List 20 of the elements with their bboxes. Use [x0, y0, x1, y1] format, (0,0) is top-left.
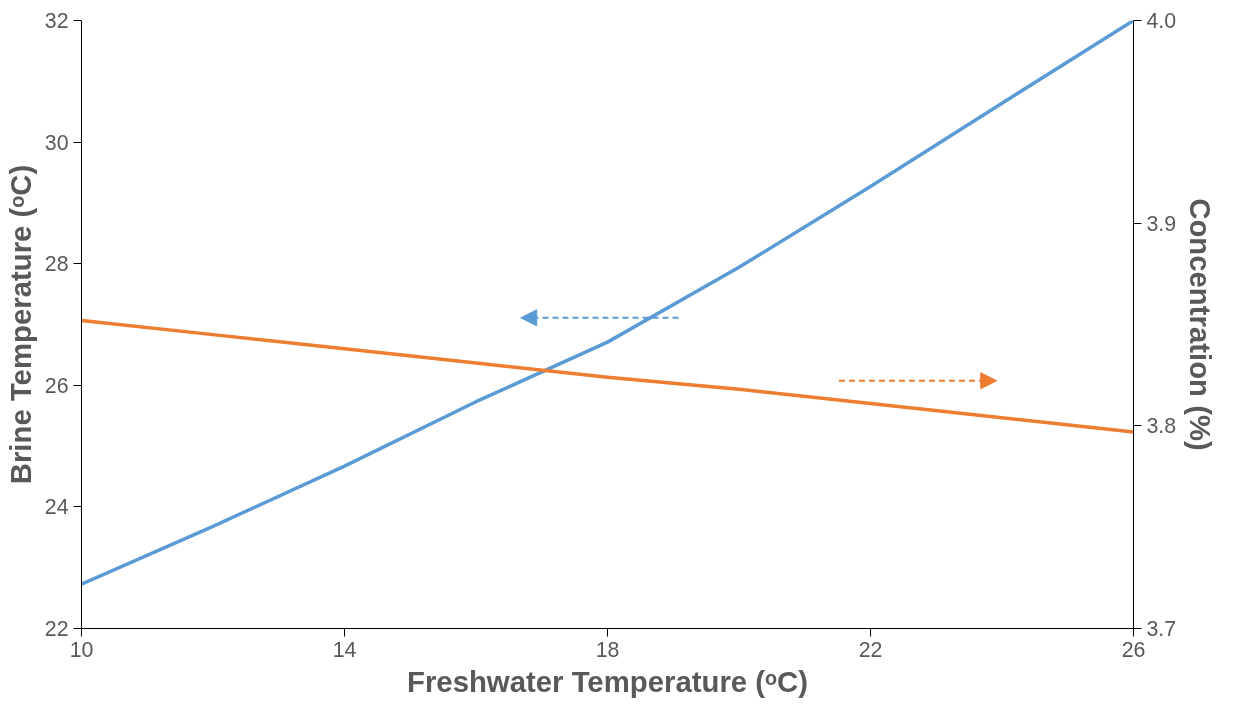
x-tick-label: 22 [858, 637, 883, 662]
x-tick-label: 10 [69, 637, 94, 662]
y2-axis-title: Concentration (%) [1184, 198, 1218, 451]
y-tick-label: 22 [44, 617, 69, 641]
line-series [81, 20, 1134, 586]
x-tick-label: 18 [595, 637, 620, 662]
y-tick-label: 28 [44, 252, 69, 277]
x-tick-label: 26 [1121, 637, 1146, 662]
x-axis-title: Freshwater Temperature (ᵒC) [407, 664, 808, 698]
y-axis-title: Brine Temperature (ᵒC) [3, 164, 37, 485]
y-tick-label: 32 [44, 9, 69, 33]
y2-tick-label: 3.8 [1146, 414, 1177, 439]
y2-tick-label: 4.0 [1146, 9, 1177, 33]
line-series [81, 318, 1134, 434]
y2-tick-label: 3.9 [1146, 211, 1177, 236]
y-tick-label: 24 [44, 495, 69, 520]
y-tick-label: 26 [44, 373, 69, 398]
y2-tick-label: 3.7 [1146, 617, 1177, 641]
y-tick-label: 30 [44, 130, 69, 155]
x-tick-label: 14 [332, 637, 357, 662]
